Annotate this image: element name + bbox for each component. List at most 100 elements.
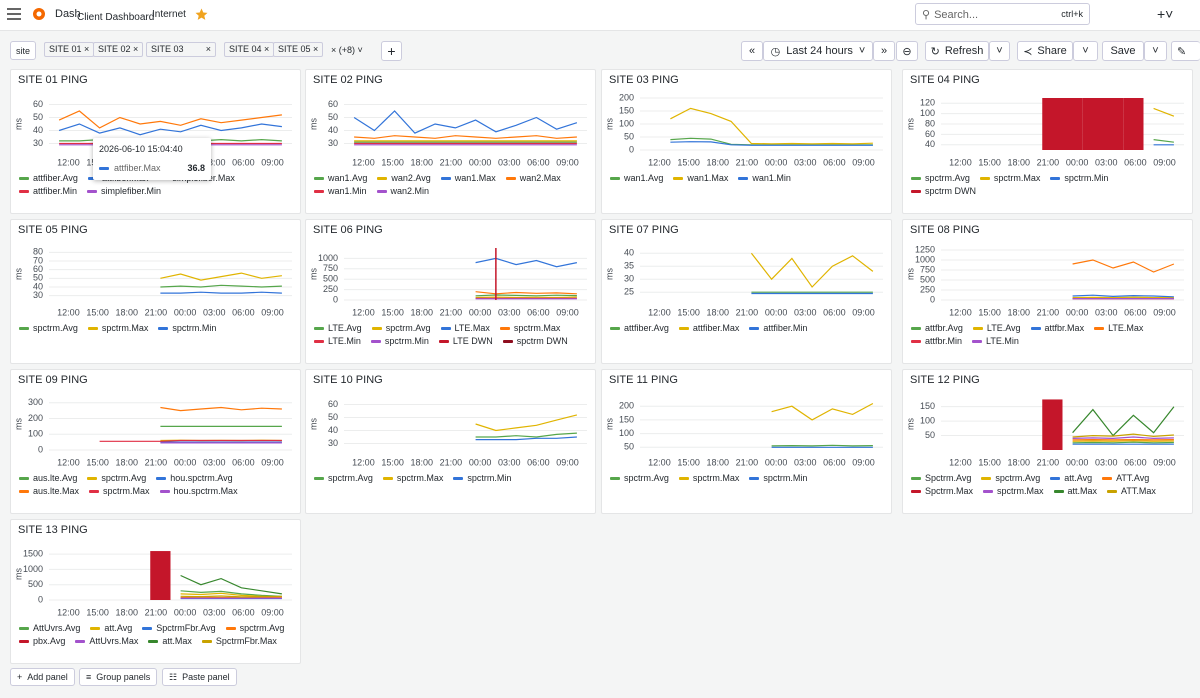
legend-item[interactable]: LTE.Max	[440, 323, 490, 333]
legend-item[interactable]: aus.lte.Max	[19, 486, 79, 496]
legend-item[interactable]: spctrm.Max	[983, 486, 1044, 496]
legend-item[interactable]: spctrm.Min	[749, 473, 807, 483]
time-forward[interactable]: »	[873, 41, 895, 61]
star-icon[interactable]	[195, 8, 208, 21]
legend-item[interactable]: wan1.Min	[738, 173, 791, 183]
zoom-out[interactable]: ⊖	[896, 41, 918, 61]
legend-item[interactable]: wan2.Max	[505, 173, 561, 183]
legend: Spctrm.Avg spctrm.Avg att.Avg ATT.Avg Spctrm…	[911, 473, 1180, 496]
refresh-button[interactable]: ↻ Refresh	[925, 41, 989, 61]
legend-item[interactable]: wan2.Min	[376, 186, 430, 196]
legend-item[interactable]: spctrm.Max	[499, 323, 560, 333]
time-back[interactable]: «	[741, 41, 763, 61]
legend-item[interactable]: spctrm.Max	[89, 486, 150, 496]
legend-item[interactable]: wan1.Avg	[610, 173, 663, 183]
legend-item[interactable]: LTE.Min	[314, 336, 361, 346]
legend-item[interactable]: attfiber.Min	[749, 323, 807, 333]
legend-item[interactable]: AttUvrs.Avg	[19, 623, 80, 633]
legend-item[interactable]: AttUvrs.Max	[75, 636, 138, 646]
legend-item[interactable]: spctrm.Max	[382, 473, 443, 483]
filter-chip[interactable]: SITE 02 ×	[93, 42, 144, 57]
legend-item[interactable]: SpctrmFbr.Max	[201, 636, 277, 646]
more-filters[interactable]: × (+8) ˅	[331, 45, 363, 55]
legend-item[interactable]: LTE.Min	[972, 336, 1019, 346]
breadcrumb-folder[interactable]: Internet	[152, 9, 186, 20]
legend-item[interactable]: hou.spctrm.Max	[159, 486, 238, 496]
legend-item[interactable]: wan1.Avg	[314, 173, 367, 183]
legend-label: wan2.Min	[390, 186, 430, 196]
legend-item[interactable]: spctrm.Min	[158, 323, 216, 333]
legend-item[interactable]: wan1.Min	[314, 186, 367, 196]
legend-item[interactable]: att.Max	[148, 636, 192, 646]
filter-chip[interactable]: SITE 05 ×	[273, 42, 324, 57]
legend-item[interactable]: spctrm.Min	[1050, 173, 1108, 183]
legend-item[interactable]: attfiber.Avg	[610, 323, 669, 333]
legend-item[interactable]: spctrm.Avg	[371, 323, 431, 333]
legend-item[interactable]: spctrm.Avg	[911, 173, 970, 183]
legend-item[interactable]: spctrm.Avg	[981, 473, 1040, 483]
edit-button[interactable]: ✎	[1171, 41, 1200, 61]
legend-item[interactable]: pbx.Avg	[19, 636, 65, 646]
legend-item[interactable]: spctrm.Avg	[610, 473, 669, 483]
legend-item[interactable]: SpctrmFbr.Avg	[142, 623, 216, 633]
legend-item[interactable]: attfbr.Max	[1030, 323, 1084, 333]
group-panels-button[interactable]: ≡ Group panels	[79, 668, 158, 686]
breadcrumb-dashboard[interactable]: Client Dashboard	[77, 12, 155, 23]
legend-item[interactable]: attfiber.Avg	[19, 173, 78, 183]
add-panel-button[interactable]: + Add panel	[10, 668, 75, 686]
new-button[interactable]: +˅	[1157, 6, 1174, 22]
legend-item[interactable]: attfbr.Avg	[911, 323, 963, 333]
search-box[interactable]: ⚲ Search... ctrl+k	[915, 3, 1090, 25]
legend-item[interactable]: LTE.Avg	[314, 323, 362, 333]
legend-item[interactable]: att.Avg	[90, 623, 132, 633]
legend-item[interactable]: spctrm.Avg	[225, 623, 284, 633]
share-button[interactable]: ≺ Share	[1017, 41, 1073, 61]
paste-panel-button[interactable]: ☷ Paste panel	[162, 668, 237, 686]
legend-item[interactable]: attfiber.Max	[678, 323, 739, 333]
legend-item[interactable]: spctrm DWN	[911, 186, 976, 196]
legend-item[interactable]: attfbr.Min	[911, 336, 962, 346]
panel-title: SITE 05 PING	[18, 224, 88, 236]
legend-item[interactable]: att.Max	[1053, 486, 1097, 496]
legend-item[interactable]: spctrm.Min	[453, 473, 511, 483]
breadcrumb-app[interactable]: Dash	[55, 8, 81, 20]
legend-item[interactable]: aus.lte.Avg	[19, 473, 77, 483]
legend-item[interactable]: hou.spctrm.Avg	[156, 473, 233, 483]
legend-item[interactable]: spctrm.Avg	[19, 323, 78, 333]
legend-item[interactable]: spctrm.Avg	[87, 473, 146, 483]
save-menu[interactable]: ˅	[1144, 41, 1167, 61]
legend-item[interactable]: ATT.Avg	[1102, 473, 1149, 483]
tooltip-swatch	[99, 166, 109, 170]
refresh-menu[interactable]: ˅	[989, 41, 1010, 61]
time-picker[interactable]: ◷ Last 24 hours ˅	[763, 41, 873, 61]
legend-item[interactable]: LTE.Avg	[972, 323, 1021, 333]
legend-label: spctrm.Min	[467, 473, 512, 483]
legend-item[interactable]: spctrm.Max	[979, 173, 1040, 183]
legend-item[interactable]: LTE.Max	[1094, 323, 1143, 333]
logo[interactable]	[32, 7, 46, 21]
x-tick-label: 03:00	[1095, 307, 1118, 317]
x-tick-label: 03:00	[203, 607, 226, 617]
legend-item[interactable]: Spctrm.Max	[911, 486, 973, 496]
filter-chip[interactable]: SITE 01 ×	[44, 42, 95, 57]
legend-item[interactable]: simplefiber.Min	[87, 186, 161, 196]
legend-item[interactable]: spctrm DWN	[502, 336, 568, 346]
legend-item[interactable]: attfiber.Min	[19, 186, 77, 196]
legend-item[interactable]: spctrm.Avg	[314, 473, 373, 483]
share-menu[interactable]: ˅	[1073, 41, 1098, 61]
legend-item[interactable]: LTE DWN	[438, 336, 493, 346]
save-button[interactable]: Save	[1102, 41, 1144, 61]
legend-item[interactable]: spctrm.Max	[678, 473, 739, 483]
legend-item[interactable]: wan1.Max	[673, 173, 728, 183]
legend-item[interactable]: spctrm.Max	[87, 323, 148, 333]
legend-item[interactable]: wan2.Avg	[377, 173, 431, 183]
legend-item[interactable]: att.Avg	[1050, 473, 1092, 483]
legend-item[interactable]: ATT.Max	[1107, 486, 1156, 496]
legend-item[interactable]: wan1.Max	[440, 173, 496, 183]
menu-icon[interactable]	[7, 8, 21, 20]
add-filter[interactable]: +	[381, 41, 402, 61]
legend-item[interactable]: Spctrm.Avg	[911, 473, 971, 483]
legend-item[interactable]: spctrm.Min	[370, 336, 429, 346]
filter-chip[interactable]: SITE 04 ×	[224, 42, 275, 57]
filter-chip[interactable]: SITE 03 ×	[146, 42, 216, 57]
